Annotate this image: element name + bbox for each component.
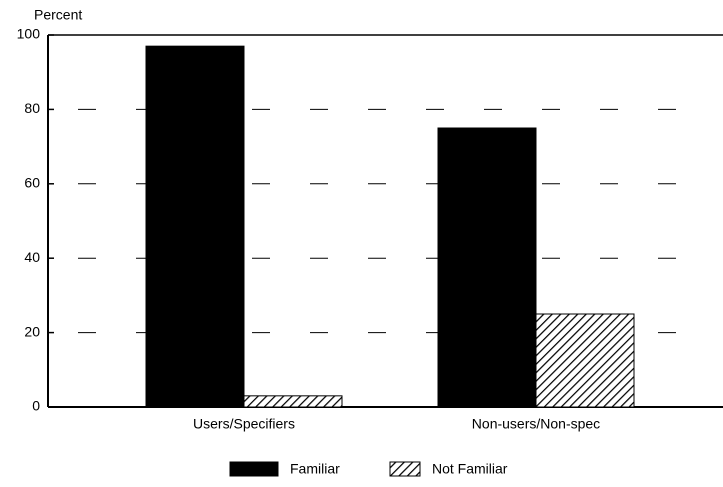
bar [145,45,245,408]
bar [535,313,635,408]
legend-label: Familiar [290,461,340,477]
x-tick-label: Users/Specifiers [193,416,295,432]
y-tick-label: 100 [17,26,41,42]
y-tick-label: 80 [24,100,40,116]
legend-swatch [389,461,421,477]
y-tick-label: 0 [32,398,40,414]
y-tick-label: 40 [24,249,40,265]
y-axis-label: Percent [34,7,82,23]
x-tick-label: Non-users/Non-spec [472,416,600,432]
y-tick-label: 20 [24,323,40,339]
bar [437,127,537,408]
legend-swatch [229,461,279,477]
y-tick-label: 60 [24,175,40,191]
legend-label: Not Familiar [432,461,508,477]
bar [243,395,343,408]
